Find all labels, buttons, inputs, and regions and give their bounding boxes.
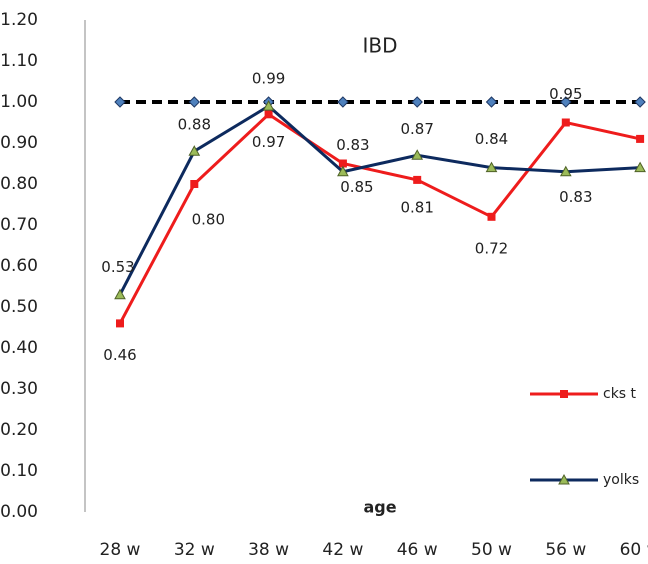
- x-tick-label: 28 w: [100, 540, 141, 560]
- marker: [559, 165, 572, 177]
- y-tick-label: 0.90: [0, 133, 38, 153]
- y-tick-label: 0.70: [0, 215, 38, 235]
- y-tick-label: 0.00: [0, 502, 38, 522]
- y-tick-label: 1.00: [0, 92, 38, 112]
- series-line: [118, 112, 641, 325]
- x-tick-label: 50 w: [471, 540, 512, 560]
- marker: [634, 96, 646, 108]
- marker: [485, 161, 498, 173]
- y-tick-label: 0.60: [0, 256, 38, 276]
- marker: [411, 96, 423, 108]
- data-label: 0.84: [475, 130, 508, 148]
- y-tick-label: 0.80: [0, 174, 38, 194]
- y-tick-label: 0.20: [0, 420, 38, 440]
- x-tick-label: 56 w: [545, 540, 586, 560]
- marker: [262, 100, 275, 111]
- marker: [114, 96, 126, 108]
- marker: [560, 96, 572, 108]
- data-label: 0.83: [559, 188, 592, 206]
- data-label: 0.87: [400, 120, 433, 138]
- series-line: [118, 104, 641, 296]
- marker: [561, 118, 570, 127]
- marker: [188, 96, 201, 108]
- marker: [636, 134, 645, 143]
- marker: [190, 180, 199, 188]
- y-tick-label: 0.50: [0, 297, 38, 317]
- marker: [411, 149, 424, 160]
- marker: [188, 145, 201, 156]
- x-tick-label: 42 w: [322, 540, 363, 560]
- data-label: 0.99: [252, 70, 285, 88]
- x-tick-label: 38 w: [248, 540, 289, 560]
- marker: [634, 161, 646, 173]
- data-label: 0.83: [336, 136, 369, 154]
- marker: [485, 96, 498, 108]
- data-label: 0.88: [178, 116, 211, 134]
- y-tick-label: 0.40: [0, 338, 38, 358]
- data-label: 0.81: [400, 198, 433, 216]
- marker: [558, 473, 570, 485]
- data-label: 0.95: [549, 85, 582, 103]
- marker: [413, 175, 422, 184]
- marker: [337, 165, 349, 177]
- y-tick-label: 1.10: [0, 51, 38, 71]
- marker: [114, 288, 126, 300]
- data-label: 0.80: [192, 211, 225, 229]
- chart-title: IBD: [362, 34, 397, 58]
- data-label: 0.97: [252, 133, 285, 151]
- x-tick-label: 60 w: [620, 540, 648, 560]
- marker: [338, 159, 347, 168]
- legend-label: cks t: [603, 386, 637, 402]
- x-tick-label: 32 w: [174, 540, 215, 560]
- marker: [264, 110, 273, 119]
- marker: [116, 319, 124, 328]
- marker: [560, 390, 568, 398]
- data-label: 0.53: [101, 258, 134, 276]
- legend-label: yolks: [603, 472, 639, 488]
- x-axis-label: age: [363, 498, 396, 517]
- y-tick-label: 1.20: [0, 10, 38, 30]
- data-label: 0.72: [475, 239, 508, 257]
- marker: [337, 96, 349, 108]
- y-tick-label: 0.30: [0, 379, 38, 399]
- y-tick-label: 0.10: [0, 461, 38, 481]
- marker: [487, 212, 496, 221]
- data-label: 0.46: [103, 346, 136, 364]
- data-label: 0.85: [340, 178, 373, 196]
- x-tick-label: 46 w: [397, 540, 438, 560]
